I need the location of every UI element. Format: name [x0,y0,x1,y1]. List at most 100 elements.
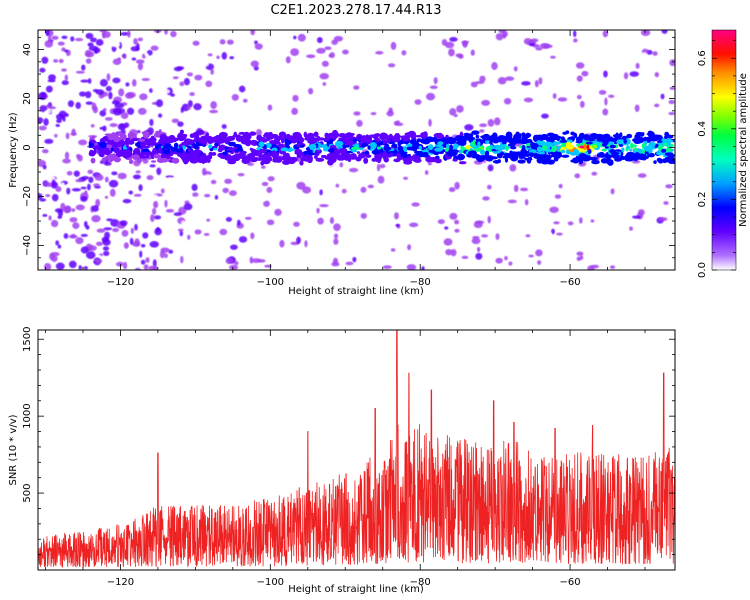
heatmap-cell [266,186,273,194]
heatmap-cell [77,154,83,162]
heatmap-cell [281,159,291,165]
heatmap-cell [562,131,568,135]
heatmap-cell [208,165,213,174]
heatmap-cell [563,250,571,255]
heatmap-cell [647,146,653,154]
heatmap-cell [475,252,483,260]
heatmap-cell [111,42,121,48]
heatmap-cell [123,53,127,59]
heatmap-cell [159,133,168,141]
heatmap-cell [230,244,238,250]
heatmap-cell [405,240,411,245]
heatmap-cell [72,222,80,229]
heatmap-cell [62,158,71,164]
heatmap-cell [605,159,612,164]
heatmap-cell [178,134,184,139]
heatmap-cell [164,199,168,208]
heatmap-cell [535,47,543,51]
heatmap-cell [550,55,556,59]
heatmap-cell [134,223,138,231]
heatmap-cell [220,248,224,253]
heatmap-cell [576,256,582,262]
heatmap-cell [93,47,101,54]
heatmap-cell [179,129,185,135]
heatmap-cell [261,165,266,169]
heatmap-cell [226,157,233,161]
heatmap-cell [88,142,93,148]
heatmap-cell [443,238,453,246]
heatmap-cell [55,240,60,246]
heatmap-cell [437,141,444,146]
heatmap-cell [329,138,334,143]
y-tick-label: 1000 [22,403,33,428]
heatmap-cell [535,249,543,257]
heatmap-cell [71,188,82,192]
heatmap-cell [565,142,570,149]
heatmap-cell [261,181,269,187]
heatmap-cell [39,105,48,113]
heatmap-cell [449,108,457,116]
heatmap-cell [51,193,59,202]
heatmap-cell [150,194,159,202]
heatmap-cell [205,80,213,88]
heatmap-cell [149,136,157,143]
heatmap-cell [413,155,421,163]
heatmap-cell [91,205,99,212]
heatmap-cell [54,134,58,138]
heatmap-cell [521,110,528,118]
heatmap-cell [119,220,128,227]
heatmap-cell [81,64,86,71]
heatmap-cell [45,85,53,93]
heatmap-cell [367,184,374,189]
heatmap-cell [481,137,489,140]
heatmap-cell [109,188,116,197]
heatmap-cell [551,228,555,235]
heatmap-cell [638,79,648,86]
heatmap-cell [619,155,626,160]
chart-title: C2E1.2023.278.17.44.R13 [270,3,441,18]
heatmap-cell [386,110,394,117]
heatmap-cell [509,146,517,150]
heatmap-cell [206,218,211,222]
heatmap-cell [260,197,267,202]
heatmap-cell [313,154,318,159]
heatmap-cell [331,261,340,267]
y-tick-label: 500 [22,484,33,503]
heatmap-cell [456,105,464,113]
heatmap-cell [390,41,397,50]
heatmap-cell [203,171,212,176]
heatmap-cell [263,200,270,207]
heatmap-cell [425,92,436,101]
heatmap-cell [140,244,146,248]
heatmap-cell [131,57,137,61]
heatmap-cell [162,139,167,145]
heatmap-cell [237,173,245,177]
heatmap-cell [242,98,248,103]
heatmap-cell [316,47,326,54]
heatmap-cell [608,141,614,146]
heatmap-cell [347,153,351,159]
snr-ticks: −120 −100 −80 −60 500 1000 1500 [22,327,675,588]
heatmap-cell [92,89,99,93]
heatmap-cell [400,153,409,159]
heatmap-cell [510,151,520,159]
heatmap-cell [591,171,598,176]
heatmap-cell [135,170,141,174]
heatmap-cell [345,204,355,211]
heatmap-cell [508,261,513,266]
heatmap-cell [117,123,127,131]
heatmap-cell [388,153,395,156]
heatmap-cell [349,153,357,160]
heatmap-cell [602,139,609,146]
heatmap-cell [118,88,125,97]
heatmap-cell [450,221,455,229]
heatmap-cell [180,255,184,264]
heatmap-cell [149,240,159,248]
y-tick-label: 20 [22,92,33,105]
heatmap-cell [360,212,367,219]
heatmap-cell [333,233,339,239]
heatmap-cell [229,56,235,60]
heatmap-cell [189,133,195,139]
heatmap-cell [401,135,410,142]
heatmap-cell [110,147,115,152]
